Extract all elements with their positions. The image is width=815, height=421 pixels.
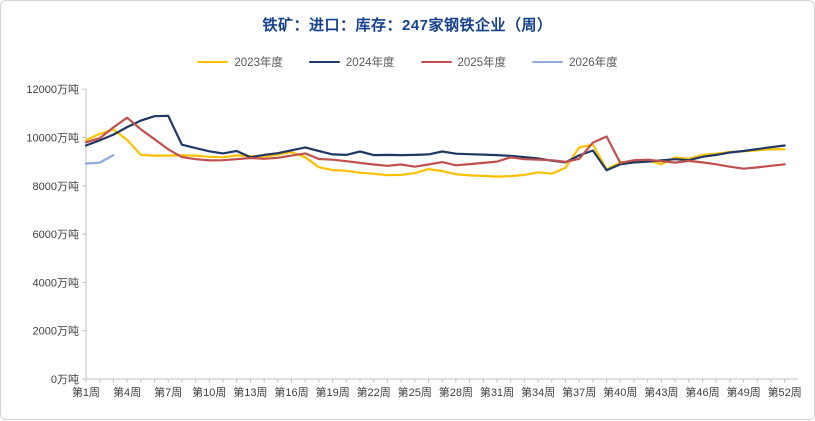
x-axis-label: 第19周	[315, 385, 349, 399]
y-axis-label: 0万吨	[51, 373, 79, 386]
y-axis-label: 12000万吨	[26, 83, 79, 96]
legend-item-2023: 2023年度	[197, 54, 283, 70]
chart-title: 铁矿：进口：库存：247家钢铁企业（周）	[262, 17, 553, 34]
legend-swatch-2023	[197, 60, 229, 64]
x-axis-label: 第46周	[685, 385, 719, 399]
x-axis-label: 第34周	[521, 385, 555, 399]
x-axis-label: 第52周	[768, 385, 802, 399]
x-axis-label: 第40周	[603, 385, 637, 399]
y-axis-label: 6000万吨	[33, 228, 79, 241]
x-axis-label: 第28周	[439, 385, 473, 399]
legend-item-2024: 2024年度	[308, 54, 395, 70]
legend-label-2023: 2023年度	[234, 57, 283, 69]
y-axis-label: 2000万吨	[33, 325, 79, 338]
x-axis-label: 第43周	[644, 385, 678, 399]
chart-legend: 2023年度 2024年度 2025年度 2026年度	[1, 54, 814, 70]
legend-label-2025: 2025年度	[457, 57, 507, 69]
legend-swatch-2024	[308, 60, 340, 64]
y-axis-label: 8000万吨	[33, 180, 79, 193]
y-axis-label: 4000万吨	[33, 276, 79, 289]
x-axis-label: 第31周	[480, 385, 514, 399]
y-axis-label: 10000万吨	[26, 132, 79, 145]
x-axis-label: 第37周	[562, 385, 596, 399]
legend-swatch-2025	[420, 60, 452, 64]
legend-swatch-2026	[532, 60, 564, 64]
legend-label-2026: 2026年度	[569, 57, 618, 69]
legend-label-2024: 2024年度	[345, 57, 395, 69]
x-axis-label: 第22周	[357, 385, 391, 399]
x-axis-label: 第7周	[154, 385, 182, 399]
series-line-2024	[84, 114, 786, 172]
x-axis-label: 第4周	[113, 385, 141, 399]
x-axis-label: 第13周	[233, 385, 267, 399]
x-axis-label: 第25周	[398, 385, 432, 399]
legend-item-2026: 2026年度	[532, 54, 618, 70]
legend-item-2025: 2025年度	[420, 54, 507, 70]
series-line-2025	[84, 116, 786, 170]
x-axis-label: 第1周	[72, 385, 100, 399]
series-line-2026	[84, 154, 115, 165]
x-axis-label: 第49周	[726, 385, 760, 399]
x-axis-label: 第10周	[192, 385, 226, 399]
x-axis-label: 第16周	[274, 385, 308, 399]
